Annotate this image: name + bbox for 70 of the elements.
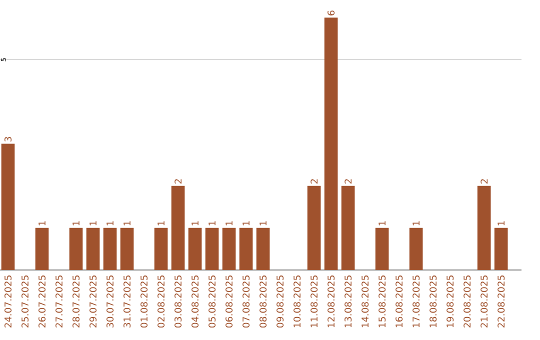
data-label: 1 (208, 221, 216, 226)
x-tick-label: 25.07.2025 (21, 276, 29, 328)
data-label: 2 (480, 179, 488, 184)
x-tick-label: 24.07.2025 (4, 276, 12, 328)
x-tick-label: 04.08.2025 (192, 276, 199, 328)
bar (69, 228, 83, 270)
bar (86, 228, 100, 270)
data-label: 1 (72, 221, 80, 226)
x-tick-label: 26.07.2025 (38, 276, 46, 328)
bar (103, 228, 117, 270)
bar (477, 186, 491, 270)
x-tick-label: 17.08.2025 (412, 276, 420, 328)
x-tick-label: 01.08.2025 (140, 276, 148, 328)
x-tick-label: 29.07.2025 (89, 276, 97, 328)
bar (154, 228, 168, 270)
x-tick-label: 10.08.2025 (294, 276, 301, 328)
x-tick-label: 08.08.2025 (260, 276, 267, 328)
x-tick-label: 11.08.2025 (310, 276, 318, 328)
data-label: 1 (192, 221, 198, 226)
x-tick-label: 06.08.2025 (226, 276, 233, 328)
x-tick-label: 05.08.2025 (208, 276, 216, 328)
bar (188, 228, 202, 270)
x-tick-label: 07.08.2025 (242, 276, 250, 328)
x-tick-label: 22.08.2025 (498, 276, 505, 328)
data-label: 1 (498, 221, 504, 226)
x-tick-label: 15.08.2025 (378, 276, 386, 328)
x-tick-label: 27.07.2025 (55, 276, 63, 328)
x-tick-label: 02.08.2025 (158, 276, 165, 328)
data-label: 1 (378, 221, 386, 226)
x-tick-label: 12.08.2025 (328, 276, 335, 328)
data-label: 1 (158, 221, 164, 226)
x-tick-label: 31.07.2025 (124, 276, 131, 328)
x-tick-label: 09.08.2025 (276, 276, 284, 328)
bar (409, 228, 423, 270)
x-tick-label: 30.07.2025 (106, 276, 114, 328)
bar (341, 186, 355, 270)
x-tick-label: 16.08.2025 (396, 276, 403, 328)
bar (171, 186, 185, 270)
data-label: 1 (90, 221, 96, 226)
data-label: 1 (106, 221, 114, 226)
x-tick-label: 20.08.2025 (464, 276, 471, 328)
x-tick-label: 28.07.2025 (72, 276, 80, 328)
x-tick-label: 19.08.2025 (446, 276, 454, 328)
x-tick-label: 03.08.2025 (174, 276, 182, 328)
bar (205, 228, 219, 270)
bar (239, 228, 253, 270)
x-tick-label: 18.08.2025 (430, 276, 437, 328)
x-tick-label: 14.08.2025 (362, 276, 369, 328)
data-label: 1 (38, 221, 46, 226)
bar (222, 228, 236, 270)
data-label: 2 (310, 179, 318, 184)
data-label: 1 (226, 221, 232, 226)
bar (324, 18, 338, 270)
data-label: 1 (260, 221, 266, 226)
data-label: 3 (4, 137, 12, 142)
data-label: 1 (412, 221, 420, 226)
bar (375, 228, 389, 270)
bar (35, 228, 49, 270)
bar (256, 228, 270, 270)
bar (120, 228, 134, 270)
data-label: 1 (242, 221, 250, 226)
bar (1, 144, 15, 270)
bar (307, 186, 321, 270)
data-label: 2 (344, 179, 352, 184)
data-label: 2 (174, 179, 182, 184)
data-label: 1 (124, 221, 130, 226)
x-tick-label: 13.08.2025 (344, 276, 352, 328)
bar (494, 228, 508, 270)
x-tick-label: 21.08.2025 (480, 276, 488, 328)
data-label: 6 (328, 10, 335, 16)
